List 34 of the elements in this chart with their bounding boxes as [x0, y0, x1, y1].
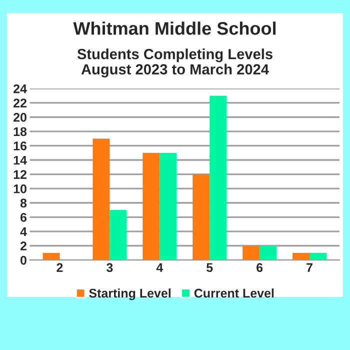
legend-label: Starting Level: [89, 288, 170, 300]
y-tick-label: 10: [14, 184, 26, 194]
y-tick-label: 8: [20, 198, 27, 208]
x-tick-label: 7: [306, 263, 312, 272]
bar: [142, 152, 160, 260]
y-tick-label: 24: [14, 84, 27, 94]
y-tick-label: 14: [14, 156, 27, 165]
bar: [292, 252, 310, 260]
bar: [110, 210, 127, 260]
y-tick-label: 6: [20, 212, 27, 222]
y-tick-label: 22: [14, 98, 26, 108]
y-tick-label: 12: [14, 170, 26, 179]
bar: [260, 246, 277, 260]
y-tick-label: 18: [14, 127, 27, 136]
bar: [42, 252, 60, 260]
x-tick-label: 6: [256, 263, 263, 272]
y-tick-label: 16: [14, 142, 27, 150]
y-tick-label: 0: [20, 256, 26, 265]
chart-title: Whitman Middle School: [73, 22, 276, 35]
x-tick-label: 3: [106, 263, 113, 272]
x-tick-label: 5: [206, 263, 213, 272]
bar: [92, 138, 110, 260]
bar: [242, 246, 260, 260]
y-tick-label: 2: [20, 242, 26, 250]
y-tick-label: 4: [20, 227, 27, 236]
bar: [160, 152, 177, 260]
bar: [192, 174, 210, 260]
bar: [310, 252, 327, 260]
y-tick-label: 20: [14, 112, 26, 122]
x-tick-label: 4: [156, 263, 164, 272]
chart-subtitle: Students Completing Levels August 2023 to March 2024: [77, 48, 272, 78]
bar: [210, 96, 227, 260]
x-tick-label: 2: [56, 263, 63, 272]
legend-label: Current Level: [194, 288, 274, 298]
